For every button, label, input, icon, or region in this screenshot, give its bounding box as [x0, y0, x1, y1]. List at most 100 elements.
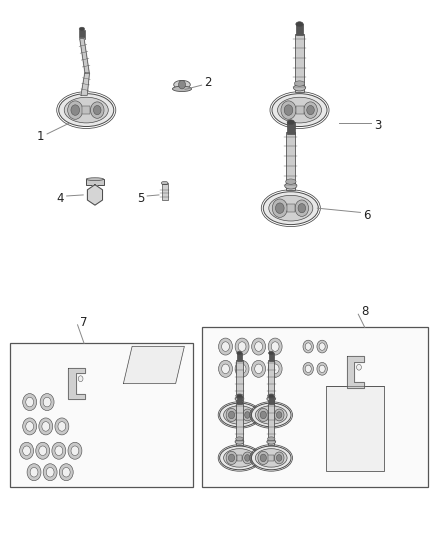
Circle shape [317, 340, 327, 353]
Bar [162, 183, 168, 200]
Circle shape [276, 203, 284, 213]
Circle shape [281, 101, 296, 119]
Circle shape [46, 467, 54, 477]
Circle shape [268, 338, 282, 355]
Bar [237, 455, 242, 461]
Bar [268, 455, 274, 461]
Ellipse shape [268, 394, 274, 398]
Ellipse shape [161, 181, 168, 185]
Circle shape [91, 102, 104, 118]
Text: 4: 4 [57, 192, 64, 205]
Circle shape [222, 364, 230, 374]
Circle shape [71, 105, 80, 115]
Circle shape [319, 365, 325, 373]
Ellipse shape [268, 437, 275, 441]
Ellipse shape [219, 403, 259, 427]
Ellipse shape [293, 85, 306, 91]
Ellipse shape [251, 403, 291, 427]
Ellipse shape [272, 94, 327, 126]
Bar [287, 204, 295, 212]
Circle shape [272, 199, 287, 217]
Circle shape [298, 204, 306, 213]
Circle shape [276, 455, 282, 461]
Circle shape [295, 200, 308, 216]
Bar [10, 343, 193, 487]
Circle shape [36, 442, 49, 459]
Circle shape [40, 393, 54, 410]
Circle shape [235, 338, 249, 355]
Polygon shape [124, 346, 184, 383]
Ellipse shape [237, 394, 242, 398]
Circle shape [305, 343, 311, 350]
Circle shape [55, 446, 63, 456]
Circle shape [274, 409, 284, 421]
Circle shape [304, 102, 317, 118]
Circle shape [179, 80, 185, 89]
Circle shape [319, 343, 325, 350]
Bar [296, 24, 303, 35]
Text: 7: 7 [80, 316, 88, 329]
Circle shape [274, 452, 284, 464]
Circle shape [62, 467, 70, 477]
Bar [201, 327, 428, 487]
Circle shape [68, 442, 82, 459]
Ellipse shape [173, 86, 191, 92]
Text: 1: 1 [37, 130, 44, 143]
Bar [295, 34, 304, 92]
Circle shape [27, 464, 41, 481]
Circle shape [68, 101, 83, 119]
Circle shape [238, 342, 246, 351]
Circle shape [222, 342, 230, 351]
Circle shape [229, 411, 235, 419]
Circle shape [252, 360, 265, 377]
Circle shape [78, 376, 83, 382]
Circle shape [243, 409, 252, 421]
Circle shape [30, 467, 38, 477]
Ellipse shape [285, 183, 297, 189]
Bar [237, 353, 242, 361]
Text: 6: 6 [363, 208, 371, 222]
Ellipse shape [174, 80, 190, 89]
Ellipse shape [235, 397, 244, 401]
Text: 8: 8 [361, 305, 368, 318]
Circle shape [357, 365, 361, 370]
Circle shape [303, 340, 314, 353]
Circle shape [303, 362, 314, 375]
Ellipse shape [255, 406, 287, 424]
Circle shape [71, 446, 79, 456]
Circle shape [254, 342, 262, 351]
Circle shape [219, 360, 233, 377]
Circle shape [93, 106, 101, 115]
Text: 3: 3 [374, 119, 381, 133]
Bar [237, 360, 243, 402]
Circle shape [229, 454, 235, 462]
Circle shape [235, 360, 249, 377]
Polygon shape [80, 38, 89, 73]
Circle shape [271, 342, 279, 351]
Ellipse shape [268, 351, 274, 355]
Circle shape [238, 364, 246, 374]
Circle shape [26, 422, 34, 431]
Ellipse shape [237, 351, 242, 355]
Bar [82, 106, 90, 114]
Bar [86, 179, 104, 185]
Ellipse shape [236, 394, 243, 398]
Ellipse shape [268, 394, 275, 398]
Polygon shape [88, 185, 102, 205]
Bar [268, 412, 274, 418]
Circle shape [226, 451, 237, 465]
Circle shape [226, 408, 237, 422]
Circle shape [219, 338, 233, 355]
Bar [287, 122, 294, 134]
Ellipse shape [294, 81, 305, 86]
Ellipse shape [287, 120, 294, 125]
Circle shape [258, 451, 269, 465]
Circle shape [254, 364, 262, 374]
Ellipse shape [64, 97, 108, 123]
Circle shape [58, 422, 66, 431]
Ellipse shape [286, 179, 296, 184]
Circle shape [271, 364, 279, 374]
Circle shape [284, 105, 293, 115]
Circle shape [55, 418, 69, 435]
Ellipse shape [79, 27, 85, 31]
